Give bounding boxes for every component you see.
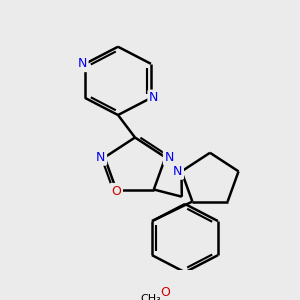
Text: O: O xyxy=(111,185,121,198)
Text: N: N xyxy=(96,151,105,164)
Text: N: N xyxy=(165,151,174,164)
Text: O: O xyxy=(160,286,170,298)
Text: N: N xyxy=(77,57,87,70)
Text: N: N xyxy=(149,92,159,104)
Text: CH₃: CH₃ xyxy=(141,294,161,300)
Text: N: N xyxy=(173,165,182,178)
